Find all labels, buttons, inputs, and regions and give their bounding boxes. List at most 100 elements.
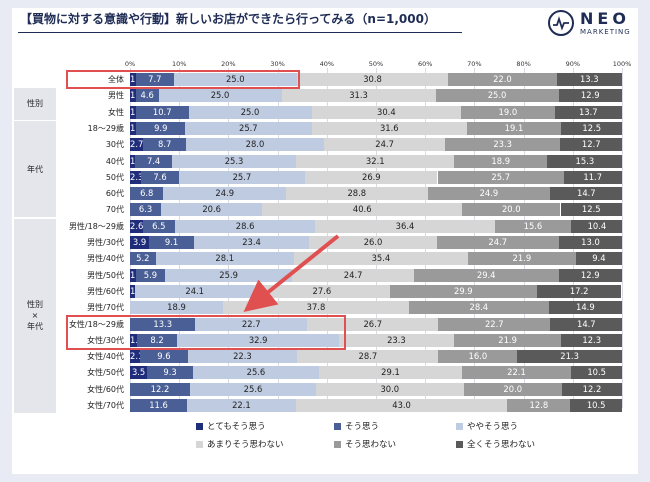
bar-segment: 8.7 xyxy=(143,138,187,152)
bar-segment: 12.8 xyxy=(507,399,571,412)
bar-segment: 29.9 xyxy=(389,284,537,298)
bar-segment: 32.9 xyxy=(177,333,340,347)
legend-swatch xyxy=(334,423,341,430)
bar-segment: 25.7 xyxy=(178,170,306,184)
bar-segment: 28.4 xyxy=(408,301,549,315)
bar-segment: 35.4 xyxy=(293,252,468,266)
category-label: 男性/40代 xyxy=(87,254,124,264)
x-tick-label: 40% xyxy=(319,60,335,68)
x-tick-label: 30% xyxy=(270,60,285,68)
bar-segment: 17.2 xyxy=(536,284,622,298)
logo-wave-icon xyxy=(548,10,574,36)
bar-segment: 24.7 xyxy=(323,138,446,152)
bar-segment: 14.9 xyxy=(548,301,622,315)
bar-segment: 12.5 xyxy=(560,121,623,135)
x-tick-label: 60% xyxy=(417,60,433,68)
bar-segment: 20.0 xyxy=(463,382,562,396)
bar-segment: 10.5 xyxy=(570,366,623,380)
bar-segment: 28.7 xyxy=(297,350,439,364)
bar-segment: 22.3 xyxy=(187,350,298,364)
logo-main-text: NEO xyxy=(580,9,630,28)
category-label: 女性/60代 xyxy=(87,384,124,394)
bar-segment: 14.7 xyxy=(550,187,623,201)
category-label: 女性/18～29歳 xyxy=(68,319,124,329)
category-label: 全体 xyxy=(108,75,124,84)
bar-segment: 25.6 xyxy=(190,382,316,396)
bar-segment: 26.9 xyxy=(305,170,438,184)
highlight-box xyxy=(66,314,346,350)
bar-segment: 24.7 xyxy=(292,268,414,282)
bar-segment: 24.7 xyxy=(437,236,559,249)
bar-segment: 12.5 xyxy=(560,203,622,217)
bar-segment: 2.7 xyxy=(130,138,144,152)
bar-segment: 15.6 xyxy=(494,219,572,233)
title-underline xyxy=(18,32,462,33)
bar-segment: 9.6 xyxy=(140,350,188,364)
bar-segment: 40.6 xyxy=(262,203,463,217)
category-label: 40代 xyxy=(105,156,124,166)
legend-item: そう思わない xyxy=(334,438,396,450)
x-tick-label: 80% xyxy=(516,60,531,68)
neo-marketing-logo: NEO MARKETING xyxy=(548,9,636,40)
bar-segment: 7.4 xyxy=(135,154,172,168)
legend-item: とてもそう思う xyxy=(196,420,266,432)
legend-label: あまりそう思わない xyxy=(207,440,284,450)
bar-segment: 12.2 xyxy=(130,382,191,396)
x-tick-label: 50% xyxy=(368,60,384,68)
bar-segment: 12.3 xyxy=(561,333,622,347)
bar-segment: 10.4 xyxy=(571,219,623,233)
bar-segment: 18.9 xyxy=(130,301,223,315)
category-label: 18～29歳 xyxy=(87,123,124,133)
category-label: 女性 xyxy=(108,107,124,117)
bar-segment: 21.9 xyxy=(453,333,562,347)
bar-segment: 7.6 xyxy=(141,170,179,184)
category-label: 女性/70代 xyxy=(87,401,124,410)
legend-label: そう思う xyxy=(345,422,380,432)
page-title: 【買物に対する意識や行動】新しいお店ができたら行ってみる（n=1,000） xyxy=(20,12,436,26)
category-label: 男性/70代 xyxy=(87,303,124,313)
category-label: 50代 xyxy=(105,172,124,182)
bar-segment: 24.9 xyxy=(427,187,551,201)
bar-segment: 11.6 xyxy=(130,399,188,412)
bar-segment: 12.9 xyxy=(558,89,622,103)
bar-segment: 22.1 xyxy=(462,366,571,380)
bar-segment: 12.7 xyxy=(560,138,623,152)
highlight-box xyxy=(66,70,300,89)
bar-segment: 5.9 xyxy=(135,268,165,282)
x-tick-label: 0% xyxy=(124,60,136,68)
bar-segment: 20.0 xyxy=(462,203,561,217)
bar-segment: 32.1 xyxy=(296,154,455,168)
x-tick-label: 90% xyxy=(565,60,581,68)
x-tick-label: 10% xyxy=(171,60,187,68)
x-tick-label: 70% xyxy=(467,60,482,68)
bar-segment: 43.0 xyxy=(295,399,508,412)
bar-segment: 28.1 xyxy=(155,252,294,266)
bar-segment: 30.0 xyxy=(315,382,464,396)
bar-segment: 11.7 xyxy=(563,170,622,184)
bar-segment: 2.6 xyxy=(130,219,144,233)
bar-segment: 28.6 xyxy=(174,219,316,233)
bar-segment: 19.1 xyxy=(467,121,561,135)
group-label: 年代 xyxy=(14,120,56,218)
bar-segment: 18.9 xyxy=(454,154,548,168)
bar-segment: 22.7 xyxy=(438,317,551,331)
category-label: 女性/40代 xyxy=(87,352,124,362)
bar-segment: 22.1 xyxy=(187,399,296,412)
legend-swatch xyxy=(456,423,463,430)
x-tick-label: 20% xyxy=(221,60,236,68)
category-label: 男性/30代 xyxy=(87,238,124,247)
category-label: 70代 xyxy=(105,205,124,215)
bar-segment: 13.3 xyxy=(130,317,196,331)
bar-segment: 25.7 xyxy=(437,170,564,184)
bar-segment: 6.5 xyxy=(142,219,175,233)
bar-segment: 25.3 xyxy=(171,154,297,168)
bar-segment: 12.9 xyxy=(558,268,622,282)
category-label: 男性 xyxy=(108,91,124,101)
bar-segment: 16.0 xyxy=(438,350,518,364)
bar-segment: 9.4 xyxy=(575,252,622,266)
bar-segment: 2.3 xyxy=(130,170,144,184)
bar-segment: 28.8 xyxy=(285,187,428,201)
bar-segment: 25.9 xyxy=(164,268,293,282)
bar-segment: 25.0 xyxy=(435,89,559,103)
